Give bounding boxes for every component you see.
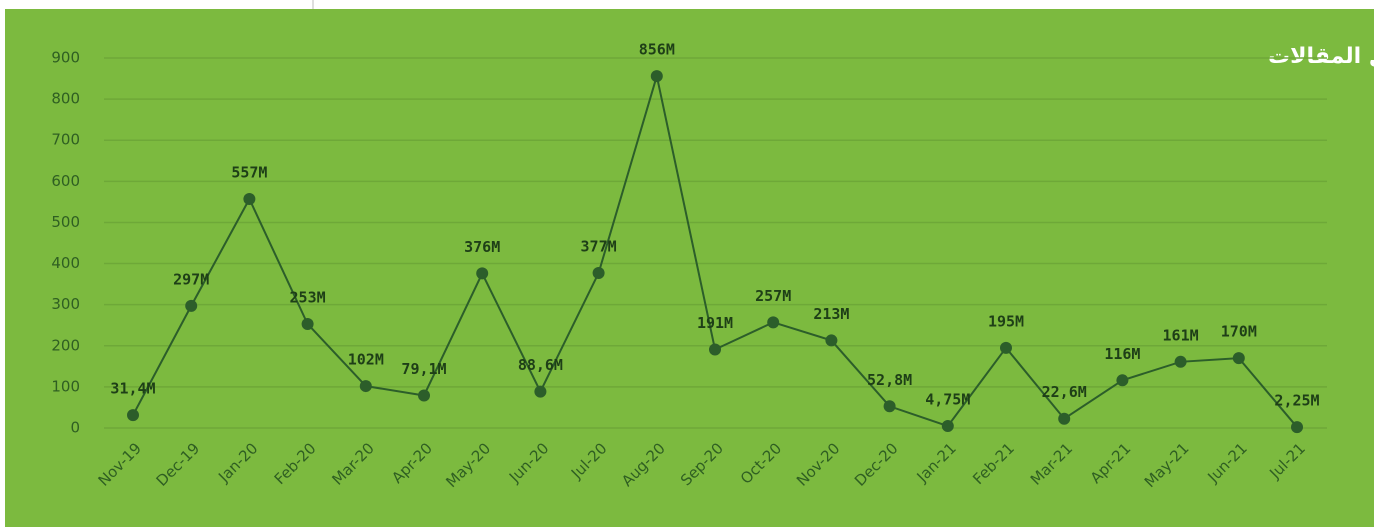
data-point (534, 385, 547, 398)
data-label: 297M (173, 270, 209, 288)
data-point (941, 420, 954, 433)
data-label: 161M (1163, 326, 1199, 344)
data-point (243, 193, 256, 206)
y-tick-label: 400 (51, 254, 80, 272)
data-label: 88,6M (518, 356, 563, 374)
data-label: 376M (464, 238, 500, 256)
data-point (1291, 421, 1303, 434)
y-tick-label: 300 (51, 295, 80, 313)
data-label: 2,25M (1274, 392, 1319, 410)
y-tick-label: 800 (51, 90, 80, 108)
data-point (592, 267, 605, 280)
data-label: 377M (581, 238, 617, 256)
data-label: 102M (348, 351, 384, 369)
data-point (301, 317, 314, 330)
data-point (476, 267, 489, 280)
data-label: 22,6M (1042, 383, 1087, 401)
data-point (767, 316, 780, 329)
data-label: 191M (697, 314, 733, 332)
data-point (1116, 374, 1129, 387)
data-label: 4,75M (925, 391, 970, 409)
data-label: 213M (813, 305, 849, 323)
data-label: 31,4M (110, 380, 155, 398)
y-tick-label: 200 (51, 336, 80, 354)
data-point (650, 70, 663, 83)
data-point (359, 380, 372, 393)
data-point (1000, 341, 1012, 354)
data-point (1232, 352, 1245, 365)
y-tick-label: 500 (51, 213, 80, 231)
data-label: 257M (755, 287, 791, 305)
y-tick-label: 0 (70, 419, 80, 437)
data-label: 170M (1221, 323, 1257, 341)
data-label: 557M (231, 164, 267, 182)
y-tick-label: 100 (51, 377, 80, 395)
y-tick-label: 600 (51, 172, 80, 190)
y-tick-label: 900 (51, 49, 80, 67)
data-label: 116M (1104, 345, 1140, 363)
data-label: 253M (290, 288, 326, 306)
chart-title: الوصول المقالات (1268, 44, 1374, 69)
data-point (127, 409, 139, 422)
data-label: 79,1M (401, 360, 446, 378)
data-label: 52,8M (867, 371, 912, 389)
data-point (1174, 355, 1187, 368)
data-point (883, 400, 896, 413)
data-point (185, 299, 198, 312)
data-point (418, 389, 430, 402)
chart-background (5, 9, 1374, 527)
data-point (825, 334, 838, 347)
y-tick-label: 700 (51, 131, 80, 149)
data-point (1058, 412, 1071, 425)
data-point (709, 343, 721, 356)
data-label: 856M (639, 41, 675, 59)
data-label: 195M (988, 312, 1024, 330)
